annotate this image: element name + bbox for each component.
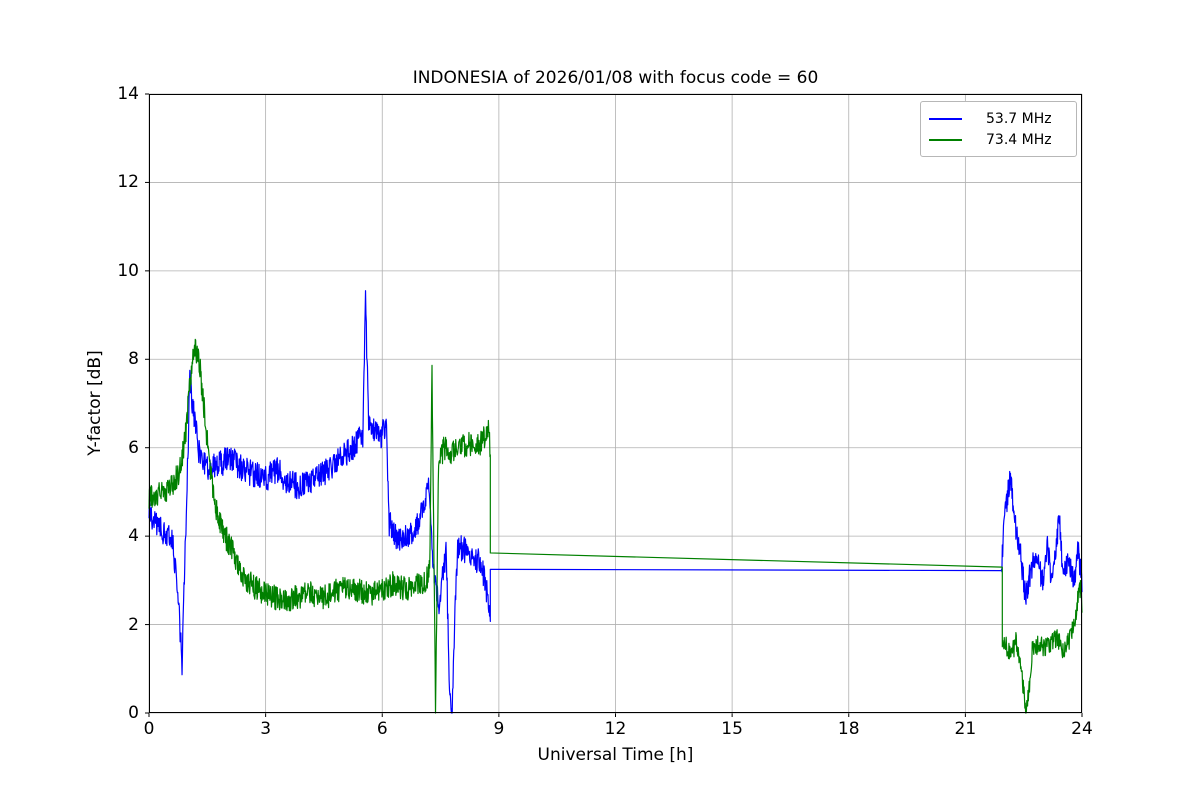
series-line-1: [148, 290, 1083, 714]
legend: 53.7 MHz 73.4 MHz: [920, 101, 1077, 157]
x-axis-label: Universal Time [h]: [537, 745, 694, 765]
y-tick-label: 10: [117, 260, 139, 281]
x-tick-label: 6: [376, 719, 388, 739]
x-tick-label: 18: [837, 719, 860, 739]
legend-label: 73.4 MHz: [986, 131, 1052, 148]
y-tick-label: 4: [128, 526, 139, 547]
x-tick-label: 0: [143, 719, 155, 739]
plot-area: [145, 93, 1083, 717]
legend-item-series-2: 73.4 MHz: [929, 129, 1068, 150]
x-tick-label: 3: [260, 719, 272, 739]
series-line-2: [148, 338, 1083, 714]
y-tick-label: 6: [128, 437, 139, 458]
x-tick-label: 15: [721, 719, 743, 739]
x-tick-label: 21: [954, 719, 977, 739]
x-tick-label: 9: [493, 719, 505, 739]
y-tick-label: 2: [128, 614, 139, 635]
x-tick-label: 24: [1071, 719, 1093, 739]
legend-label: 53.7 MHz: [986, 110, 1052, 127]
y-tick-label: 8: [128, 349, 139, 370]
y-tick-label: 12: [117, 172, 139, 193]
legend-line-swatch-green: [929, 138, 962, 141]
legend-line-swatch-blue: [929, 117, 962, 120]
x-tick-label: 12: [604, 719, 627, 739]
axes-frame: [149, 94, 1082, 713]
y-tick-label: 0: [128, 703, 139, 723]
legend-item-series-1: 53.7 MHz: [929, 108, 1068, 129]
y-tick-label: 14: [117, 84, 139, 104]
chart-title: INDONESIA of 2026/01/08 with focus code …: [412, 68, 819, 88]
